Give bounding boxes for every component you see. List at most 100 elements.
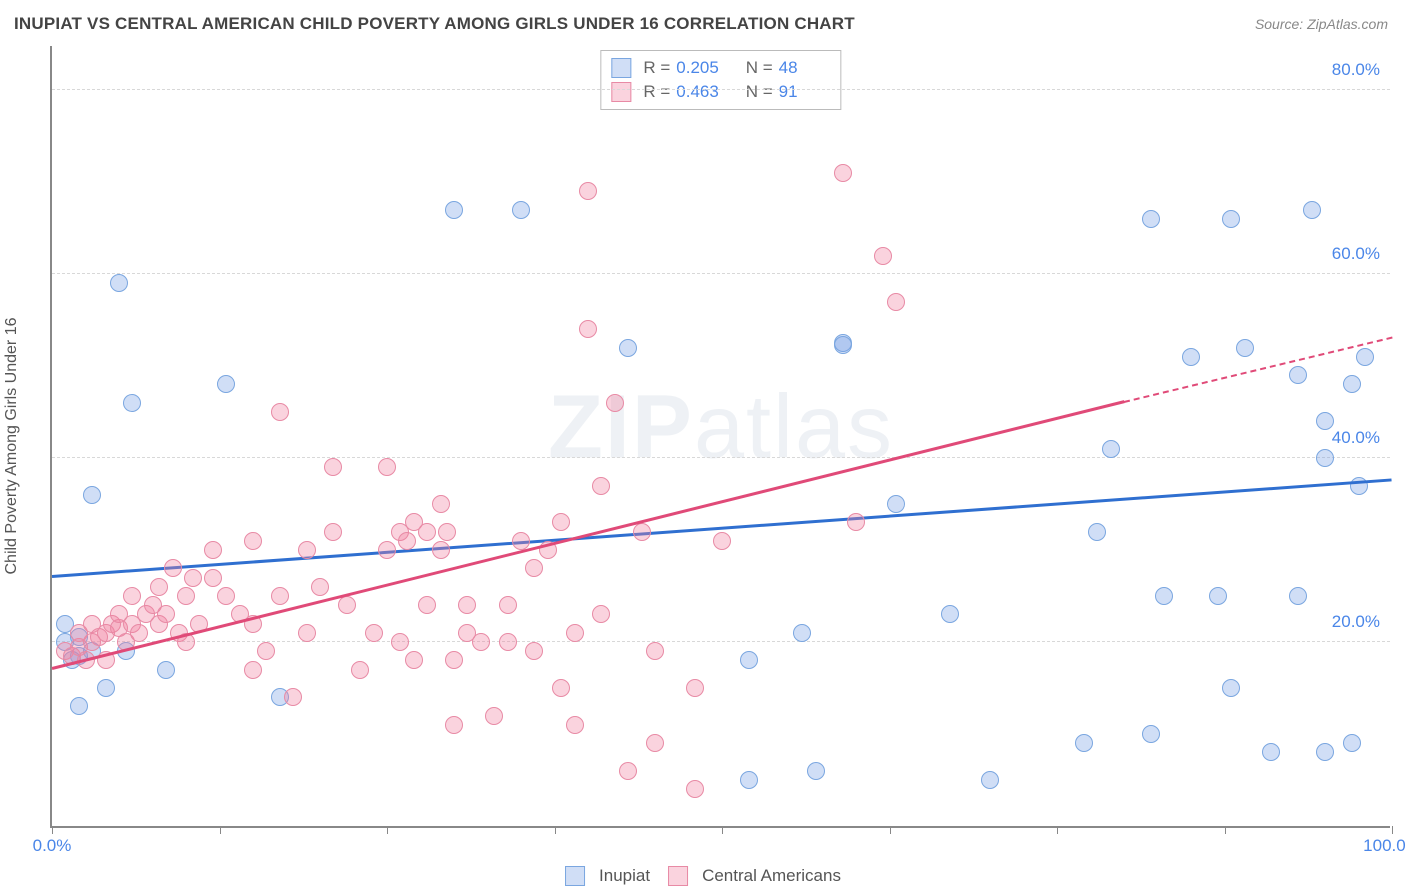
stat-r-value-inupiat: 0.205 xyxy=(676,56,724,80)
stat-n-value-inupiat: 48 xyxy=(779,56,827,80)
legend-swatch-central_americans xyxy=(668,866,688,886)
data-point-central_americans xyxy=(418,523,436,541)
plot-area: ZIPatlas R = 0.205 N = 48R = 0.463 N = 9… xyxy=(50,46,1390,828)
y-tick-label: 20.0% xyxy=(1332,612,1380,632)
y-tick-label: 60.0% xyxy=(1332,244,1380,264)
data-point-central_americans xyxy=(458,596,476,614)
data-point-inupiat xyxy=(740,651,758,669)
data-point-central_americans xyxy=(499,633,517,651)
data-point-central_americans xyxy=(271,403,289,421)
data-point-central_americans xyxy=(592,477,610,495)
data-point-inupiat xyxy=(1102,440,1120,458)
data-point-inupiat xyxy=(157,661,175,679)
data-point-inupiat xyxy=(1088,523,1106,541)
data-point-central_americans xyxy=(398,532,416,550)
data-point-central_americans xyxy=(130,624,148,642)
data-point-inupiat xyxy=(1316,412,1334,430)
data-point-central_americans xyxy=(552,679,570,697)
watermark-bold: ZIP xyxy=(548,377,694,477)
data-point-central_americans xyxy=(405,651,423,669)
data-point-central_americans xyxy=(257,642,275,660)
correlation-legend: R = 0.205 N = 48R = 0.463 N = 91 xyxy=(600,50,841,110)
data-point-central_americans xyxy=(619,762,637,780)
chart-header: INUPIAT VS CENTRAL AMERICAN CHILD POVERT… xyxy=(0,0,1406,46)
data-point-central_americans xyxy=(472,633,490,651)
data-point-central_americans xyxy=(874,247,892,265)
data-point-central_americans xyxy=(204,569,222,587)
gridline xyxy=(52,273,1390,274)
data-point-central_americans xyxy=(525,642,543,660)
legend-swatch-inupiat xyxy=(611,58,631,78)
data-point-inupiat xyxy=(941,605,959,623)
data-point-central_americans xyxy=(646,642,664,660)
data-point-inupiat xyxy=(445,201,463,219)
data-point-inupiat xyxy=(1343,734,1361,752)
y-tick-label: 40.0% xyxy=(1332,428,1380,448)
stat-r-label: R = xyxy=(643,56,670,80)
data-point-central_americans xyxy=(566,624,584,642)
data-point-central_americans xyxy=(378,541,396,559)
data-point-central_americans xyxy=(525,559,543,577)
data-point-central_americans xyxy=(646,734,664,752)
data-point-central_americans xyxy=(244,661,262,679)
chart-title: INUPIAT VS CENTRAL AMERICAN CHILD POVERT… xyxy=(14,14,855,34)
legend-label-inupiat: Inupiat xyxy=(599,866,650,886)
watermark-rest: atlas xyxy=(694,377,894,477)
data-point-central_americans xyxy=(552,513,570,531)
data-point-central_americans xyxy=(445,716,463,734)
legend-swatch-inupiat xyxy=(565,866,585,886)
data-point-central_americans xyxy=(184,569,202,587)
data-point-central_americans xyxy=(150,578,168,596)
data-point-inupiat xyxy=(512,201,530,219)
data-point-central_americans xyxy=(351,661,369,679)
source-attribution: Source: ZipAtlas.com xyxy=(1255,16,1388,32)
data-point-central_americans xyxy=(298,624,316,642)
gridline xyxy=(52,89,1390,90)
data-point-central_americans xyxy=(633,523,651,541)
legend-label-central_americans: Central Americans xyxy=(702,866,841,886)
data-point-inupiat xyxy=(619,339,637,357)
x-tick-label: 100.0% xyxy=(1363,836,1406,856)
data-point-inupiat xyxy=(83,486,101,504)
data-point-central_americans xyxy=(324,523,342,541)
data-point-central_americans xyxy=(157,605,175,623)
data-point-central_americans xyxy=(418,596,436,614)
data-point-inupiat xyxy=(110,274,128,292)
data-point-central_americans xyxy=(432,541,450,559)
data-point-central_americans xyxy=(438,523,456,541)
data-point-inupiat xyxy=(1155,587,1173,605)
gridline xyxy=(52,641,1390,642)
data-point-inupiat xyxy=(123,394,141,412)
x-tick xyxy=(1225,826,1226,834)
data-point-central_americans xyxy=(204,541,222,559)
data-point-inupiat xyxy=(793,624,811,642)
stat-r-value-central_americans: 0.463 xyxy=(676,80,724,104)
data-point-inupiat xyxy=(1142,210,1160,228)
data-point-central_americans xyxy=(284,688,302,706)
data-point-inupiat xyxy=(70,697,88,715)
x-tick xyxy=(1392,826,1393,834)
data-point-inupiat xyxy=(1316,743,1334,761)
data-point-central_americans xyxy=(177,587,195,605)
data-point-inupiat xyxy=(217,375,235,393)
data-point-central_americans xyxy=(834,164,852,182)
legend-item-inupiat: Inupiat xyxy=(565,866,650,886)
data-point-central_americans xyxy=(485,707,503,725)
stat-n-value-central_americans: 91 xyxy=(779,80,827,104)
data-point-central_americans xyxy=(123,587,141,605)
data-point-central_americans xyxy=(686,780,704,798)
gridline xyxy=(52,457,1390,458)
regression-line-inupiat xyxy=(52,478,1392,578)
data-point-inupiat xyxy=(1209,587,1227,605)
x-tick-label: 0.0% xyxy=(33,836,72,856)
stat-r-label: R = xyxy=(643,80,670,104)
legend-swatch-central_americans xyxy=(611,82,631,102)
source-prefix: Source: xyxy=(1255,16,1307,32)
watermark-text: ZIPatlas xyxy=(548,376,894,479)
data-point-inupiat xyxy=(1289,587,1307,605)
plot-wrap: ZIPatlas R = 0.205 N = 48R = 0.463 N = 9… xyxy=(50,46,1390,828)
data-point-central_americans xyxy=(311,578,329,596)
data-point-central_americans xyxy=(391,633,409,651)
data-point-inupiat xyxy=(1236,339,1254,357)
data-point-inupiat xyxy=(981,771,999,789)
